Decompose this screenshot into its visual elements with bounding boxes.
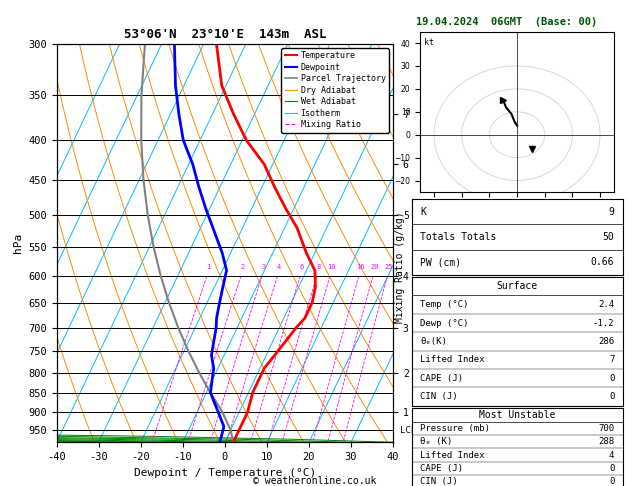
Y-axis label: hPa: hPa — [13, 233, 23, 253]
Text: 2.4: 2.4 — [598, 300, 615, 309]
Text: 4: 4 — [277, 264, 281, 270]
Text: 0.66: 0.66 — [591, 257, 615, 267]
Text: CIN (J): CIN (J) — [420, 392, 458, 401]
Text: Mixing Ratio (g/kg): Mixing Ratio (g/kg) — [395, 211, 405, 323]
Text: Surface: Surface — [497, 281, 538, 291]
Text: Temp (°C): Temp (°C) — [420, 300, 469, 309]
Text: 288: 288 — [598, 437, 615, 446]
Text: kt: kt — [424, 38, 434, 47]
Text: 25: 25 — [385, 264, 393, 270]
Text: 3: 3 — [262, 264, 266, 270]
Text: 9: 9 — [608, 207, 615, 217]
Text: Lifted Index: Lifted Index — [420, 355, 485, 364]
Text: 0: 0 — [609, 374, 615, 382]
Text: 700: 700 — [598, 424, 615, 433]
Text: Dewp (°C): Dewp (°C) — [420, 318, 469, 328]
Text: Most Unstable: Most Unstable — [479, 410, 555, 420]
Text: θₑ (K): θₑ (K) — [420, 437, 453, 446]
Text: 50: 50 — [603, 232, 615, 242]
Text: 16: 16 — [356, 264, 365, 270]
Text: 19.04.2024  06GMT  (Base: 00): 19.04.2024 06GMT (Base: 00) — [416, 17, 598, 27]
Text: 10: 10 — [327, 264, 336, 270]
Text: 20: 20 — [370, 264, 379, 270]
Text: 8: 8 — [316, 264, 321, 270]
Y-axis label: km
ASL: km ASL — [425, 243, 443, 264]
Text: 6: 6 — [299, 264, 304, 270]
Text: 7: 7 — [609, 355, 615, 364]
Text: 0: 0 — [609, 464, 615, 473]
Text: CAPE (J): CAPE (J) — [420, 464, 464, 473]
Text: CAPE (J): CAPE (J) — [420, 374, 464, 382]
Text: 0: 0 — [609, 477, 615, 486]
Text: 1: 1 — [206, 264, 211, 270]
Text: Lifted Index: Lifted Index — [420, 451, 485, 460]
Legend: Temperature, Dewpoint, Parcel Trajectory, Dry Adiabat, Wet Adiabat, Isotherm, Mi: Temperature, Dewpoint, Parcel Trajectory… — [281, 48, 389, 133]
Text: LCL: LCL — [400, 426, 416, 434]
Text: © weatheronline.co.uk: © weatheronline.co.uk — [253, 476, 376, 486]
Text: CIN (J): CIN (J) — [420, 477, 458, 486]
Text: -1.2: -1.2 — [593, 318, 615, 328]
Text: Totals Totals: Totals Totals — [420, 232, 497, 242]
Text: PW (cm): PW (cm) — [420, 257, 462, 267]
Text: 0: 0 — [609, 392, 615, 401]
Text: θₑ(K): θₑ(K) — [420, 337, 447, 346]
Text: 4: 4 — [609, 451, 615, 460]
X-axis label: Dewpoint / Temperature (°C): Dewpoint / Temperature (°C) — [134, 468, 316, 478]
Text: Pressure (mb): Pressure (mb) — [420, 424, 490, 433]
Text: 286: 286 — [598, 337, 615, 346]
Text: 2: 2 — [240, 264, 245, 270]
Text: K: K — [420, 207, 426, 217]
Title: 53°06'N  23°10'E  143m  ASL: 53°06'N 23°10'E 143m ASL — [124, 28, 326, 41]
